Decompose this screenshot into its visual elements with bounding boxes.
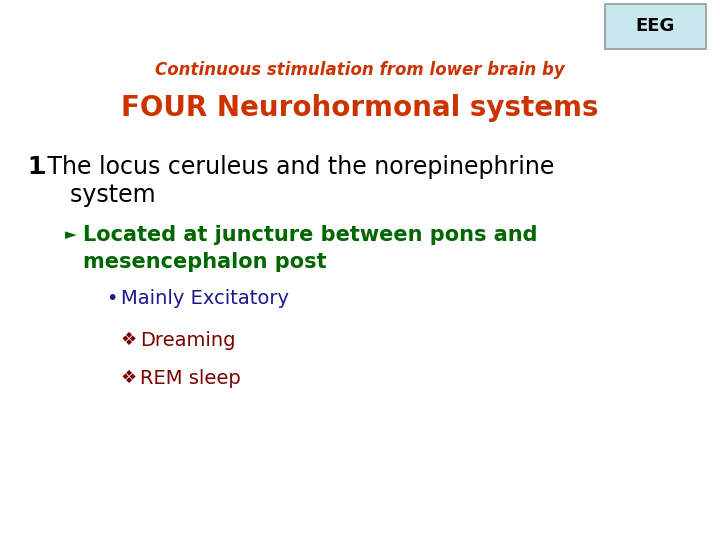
Text: system: system <box>40 184 156 207</box>
Text: Dreaming: Dreaming <box>140 330 236 350</box>
Text: Mainly Excitatory: Mainly Excitatory <box>121 288 289 308</box>
Text: FOUR Neurohormonal systems: FOUR Neurohormonal systems <box>121 94 599 122</box>
Text: •: • <box>107 288 118 308</box>
Text: Continuous stimulation from lower brain by: Continuous stimulation from lower brain … <box>155 61 565 79</box>
Text: REM sleep: REM sleep <box>140 368 241 388</box>
Text: 1: 1 <box>27 156 44 179</box>
Text: .The locus ceruleus and the norepinephrine: .The locus ceruleus and the norepinephri… <box>40 156 554 179</box>
Text: Located at juncture between pons and: Located at juncture between pons and <box>83 225 537 245</box>
Text: ►: ► <box>65 227 76 242</box>
Text: ❖: ❖ <box>121 369 137 387</box>
Text: ❖: ❖ <box>121 331 137 349</box>
Text: EEG: EEG <box>636 17 675 36</box>
Text: mesencephalon post: mesencephalon post <box>83 252 326 272</box>
